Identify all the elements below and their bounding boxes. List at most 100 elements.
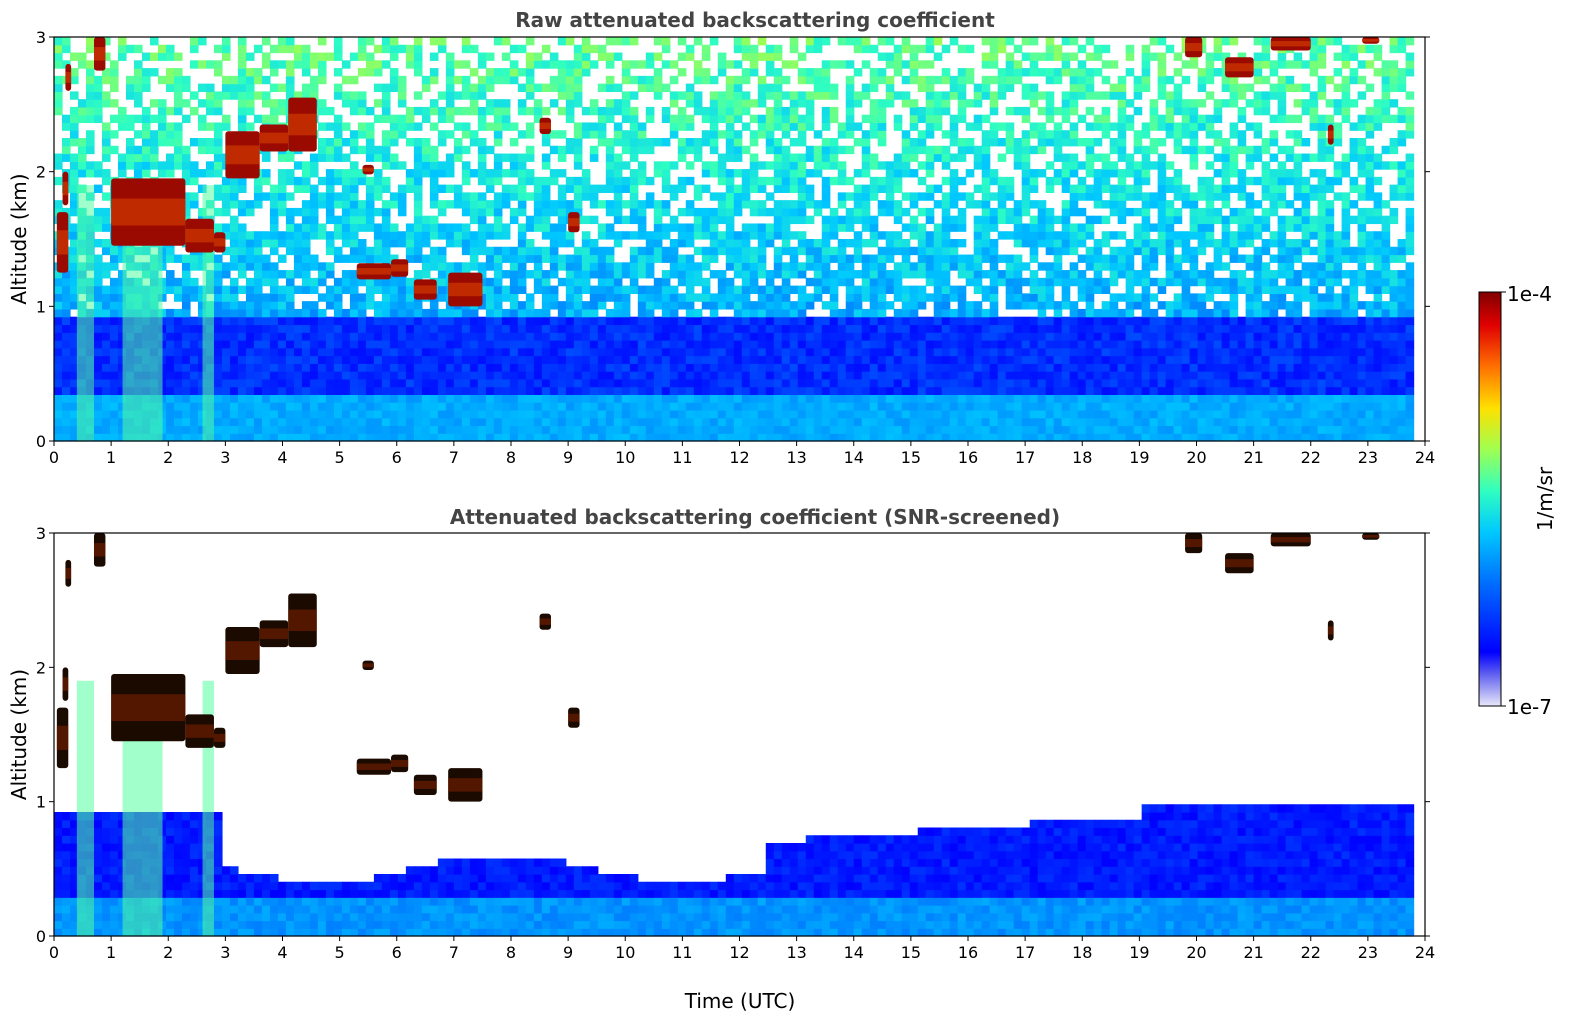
x-tick: 11 <box>672 441 693 467</box>
x-tick: 2 <box>163 441 173 467</box>
y-tick: 1 <box>36 793 1430 812</box>
x-axis: 0 1 2 3 4 5 6 7 8 9 10 11 12 13 14 15 16 17 18 19 20 21 22 23 24 <box>49 441 1435 467</box>
x-tick-label: 2 <box>163 448 173 467</box>
x-tick: 9 <box>563 441 573 467</box>
x-tick-label: 12 <box>729 448 749 467</box>
panel-title: Attenuated backscattering coefficient (S… <box>450 505 1060 529</box>
x-tick: 18 <box>1072 441 1092 467</box>
x-tick: 13 <box>786 441 807 467</box>
x-tick-label: 15 <box>901 448 921 467</box>
x-tick-label: 7 <box>449 943 459 962</box>
x-tick-label: 4 <box>277 943 287 962</box>
x-tick: 22 <box>1301 441 1321 467</box>
x-tick: 14 <box>844 936 864 962</box>
x-axis-label: Time (UTC) <box>684 989 796 1013</box>
x-tick-label: 0 <box>49 943 59 962</box>
x-tick-label: 10 <box>615 448 635 467</box>
x-tick-label: 19 <box>1129 943 1149 962</box>
x-tick-label: 5 <box>335 448 345 467</box>
x-tick: 4 <box>277 441 288 467</box>
x-tick: 10 <box>615 441 635 467</box>
y-tick: 2 <box>36 658 1430 677</box>
x-tick: 1 <box>106 936 116 962</box>
x-tick: 6 <box>392 441 402 467</box>
x-tick: 8 <box>506 441 516 467</box>
x-tick-label: 3 <box>220 943 230 962</box>
colorbar-unit-label: 1/m/sr <box>1533 466 1557 531</box>
x-tick: 17 <box>1015 441 1035 467</box>
y-tick-label: 3 <box>36 28 46 47</box>
cloud-layers <box>56 37 1380 441</box>
x-tick: 5 <box>335 441 345 467</box>
x-tick: 15 <box>901 936 921 962</box>
y-tick: 0 <box>36 927 1430 946</box>
x-tick-label: 19 <box>1129 448 1149 467</box>
x-tick-label: 8 <box>506 943 516 962</box>
x-tick-label: 13 <box>786 943 806 962</box>
x-tick-label: 18 <box>1072 943 1092 962</box>
x-tick: 19 <box>1129 441 1150 467</box>
raw-backscatter-panel: Raw attenuated backscattering coefficien… <box>7 8 1435 467</box>
x-tick: 12 <box>729 936 750 962</box>
x-tick: 14 <box>844 441 864 467</box>
x-tick: 4 <box>277 936 288 962</box>
x-tick-label: 1 <box>106 448 116 467</box>
x-tick: 7 <box>449 936 459 962</box>
x-tick: 15 <box>901 441 921 467</box>
colorbar: 1e-4 1e-7 1/m/sr <box>1478 282 1557 719</box>
x-tick: 19 <box>1129 936 1150 962</box>
x-tick-label: 24 <box>1415 943 1435 962</box>
x-tick-label: 14 <box>844 448 864 467</box>
y-tick-label: 0 <box>36 432 46 451</box>
x-tick-label: 24 <box>1415 448 1435 467</box>
x-tick-label: 9 <box>563 943 573 962</box>
x-tick: 21 <box>1243 441 1264 467</box>
heatmap-raster <box>54 533 1425 937</box>
x-tick-label: 13 <box>786 448 806 467</box>
x-tick: 11 <box>672 936 693 962</box>
x-tick: 20 <box>1186 441 1207 467</box>
colorbar-min-label: 1e-7 <box>1507 695 1552 719</box>
x-tick-label: 6 <box>392 448 402 467</box>
y-tick: 3 <box>36 28 1430 47</box>
x-tick-label: 16 <box>958 448 978 467</box>
x-tick: 17 <box>1015 936 1035 962</box>
y-tick-label: 2 <box>36 658 46 677</box>
colorbar-gradient <box>1478 291 1502 707</box>
x-tick-label: 20 <box>1186 943 1206 962</box>
colorbar-max-label: 1e-4 <box>1507 282 1552 306</box>
y-tick: 3 <box>36 524 1430 543</box>
x-tick-label: 4 <box>277 448 287 467</box>
x-tick-label: 15 <box>901 943 921 962</box>
cloud-layers <box>56 533 1380 936</box>
x-tick: 16 <box>958 441 978 467</box>
x-tick-label: 3 <box>220 448 230 467</box>
y-tick: 2 <box>36 163 1430 182</box>
x-tick-label: 20 <box>1186 448 1206 467</box>
x-tick-label: 10 <box>615 943 635 962</box>
x-tick-label: 23 <box>1358 943 1378 962</box>
x-tick: 5 <box>335 936 345 962</box>
x-tick-label: 22 <box>1301 448 1321 467</box>
x-tick: 3 <box>220 441 230 467</box>
x-tick: 24 <box>1415 936 1435 962</box>
x-tick-label: 17 <box>1015 943 1035 962</box>
x-tick: 16 <box>958 936 978 962</box>
panel-title: Raw attenuated backscattering coefficien… <box>515 8 995 32</box>
y-tick-label: 1 <box>36 297 46 316</box>
x-tick-label: 0 <box>49 448 59 467</box>
x-tick: 24 <box>1415 441 1435 467</box>
x-tick-label: 7 <box>449 448 459 467</box>
x-tick: 21 <box>1243 936 1264 962</box>
x-tick-label: 22 <box>1301 943 1321 962</box>
y-axis: 0 1 2 3 <box>36 28 1430 451</box>
y-tick-label: 1 <box>36 793 46 812</box>
y-axis-label: Altitude (km) <box>7 173 31 304</box>
x-tick-label: 21 <box>1243 448 1263 467</box>
x-tick-label: 11 <box>672 943 692 962</box>
y-tick: 1 <box>36 297 1430 316</box>
x-tick-label: 18 <box>1072 448 1092 467</box>
x-tick-label: 14 <box>844 943 864 962</box>
y-tick-label: 3 <box>36 524 46 543</box>
x-tick: 7 <box>449 441 459 467</box>
